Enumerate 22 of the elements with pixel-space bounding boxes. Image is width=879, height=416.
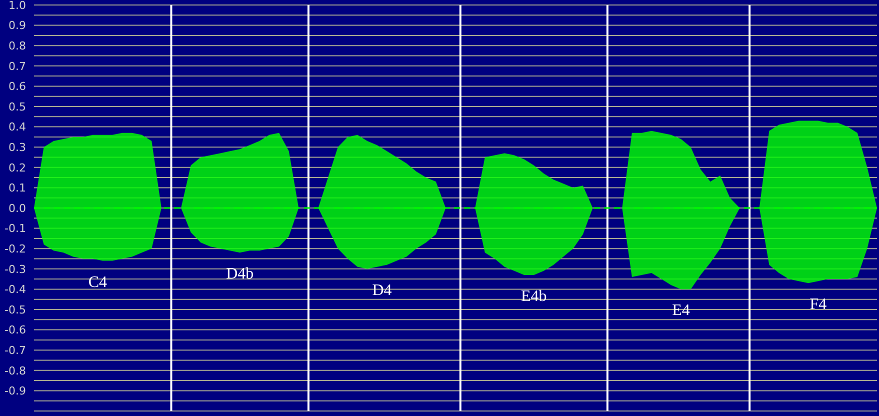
y-tick-label: -0.4	[4, 283, 26, 296]
y-tick-label: -0.1	[4, 222, 26, 236]
y-tick-label: -0.6	[4, 324, 26, 337]
y-tick-label: 0.0	[8, 202, 26, 215]
y-tick-label: 0.7	[8, 60, 26, 73]
y-tick-label: -0.9	[4, 384, 26, 398]
annotation: D4b	[226, 266, 254, 283]
y-tick-label: -0.2	[4, 242, 26, 256]
y-tick-label: 0.6	[8, 80, 26, 94]
y-tick-label: 0.5	[8, 100, 26, 114]
y-tick-label: -0.7	[4, 344, 26, 358]
y-tick-label: 1.0	[8, 0, 26, 12]
y-tick-label: -0.5	[4, 303, 26, 316]
y-tick-label: 0.1	[8, 182, 26, 195]
y-tick-label: 0.9	[8, 19, 26, 32]
y-tick-label: 0.4	[8, 120, 26, 134]
y-tick-label: 0.2	[8, 161, 26, 174]
annotation: F4	[810, 296, 827, 314]
y-tick-label: -0.3	[4, 262, 26, 276]
y-tick-label: 0.8	[8, 40, 26, 53]
y-tick-label: -0.8	[4, 364, 26, 378]
y-tick-label: 0.3	[8, 141, 26, 154]
